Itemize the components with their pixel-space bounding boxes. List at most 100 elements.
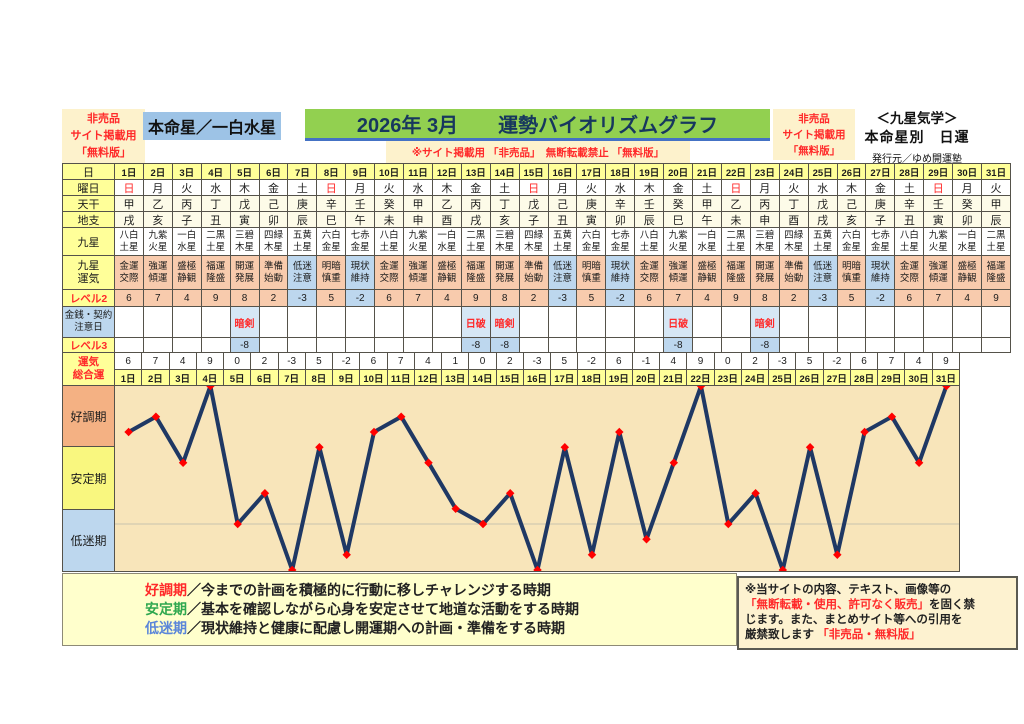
level2-cell: -3 [808, 290, 838, 307]
chuui-cell [115, 307, 144, 338]
level2-cell: -2 [866, 290, 896, 307]
chart-day-header: 29日 [878, 370, 906, 386]
kyusei-cell: 五黄 土星 [808, 228, 838, 256]
data-point-marker [178, 457, 188, 467]
title-main: 運勢バイオリズムグラフ [498, 115, 719, 137]
weekday-cell: 日 [721, 180, 751, 196]
tenkan-cell: 己 [259, 196, 289, 212]
level3-cell: -8 [230, 338, 260, 353]
chart-day-header: 10日 [360, 370, 388, 386]
data-point-marker [587, 549, 597, 559]
day-header: 5日 [230, 163, 260, 180]
chishi-cell: 辰 [982, 212, 1011, 228]
level2-cell: 4 [172, 290, 202, 307]
total-cell: 2 [251, 353, 279, 370]
chuui-cell [548, 307, 578, 338]
day-header: 10日 [375, 163, 405, 180]
school-name: ＜九星気学＞ [876, 111, 958, 126]
data-point-marker [833, 549, 842, 559]
unki-cell: 福運 隆盛 [201, 256, 231, 290]
tenkan-cell: 甲 [693, 196, 722, 212]
total-cell: 6 [850, 353, 879, 370]
copyright-notice-box: ※当サイトの内容、テキスト、画像等の 「無断転載・使用、許可なく販売」を固く禁 … [737, 576, 1018, 650]
day-header: 28日 [895, 163, 925, 180]
unki-cell: 金運 交際 [635, 256, 665, 290]
left-notice-box: 非売品 サイト掲載用 「無料版」 [62, 109, 145, 163]
unki-cell: 強運 傾運 [924, 256, 954, 290]
tenkan-cell: 乙 [143, 196, 173, 212]
day-header: 7日 [288, 163, 318, 180]
chuui-cell [143, 307, 173, 338]
total-cell: -1 [632, 353, 661, 370]
level2-cell: -2 [346, 290, 376, 307]
kyusei-cell: 一白 水星 [432, 228, 462, 256]
total-cell: 4 [169, 353, 197, 370]
tenkan-cell: 甲 [115, 196, 144, 212]
chart-day-header: 30日 [905, 370, 933, 386]
unki-cell: 福運 隆盛 [982, 256, 1011, 290]
tenkan-cell: 癸 [953, 196, 983, 212]
level3-cell [779, 338, 809, 353]
weekday-cell: 水 [606, 180, 636, 196]
data-point-marker [260, 488, 270, 498]
level2-cell: 8 [230, 290, 260, 307]
chuui-cell [606, 307, 636, 338]
level3-cell [143, 338, 173, 353]
chishi-cell: 子 [172, 212, 202, 228]
unki-cell: 低迷 注意 [808, 256, 838, 290]
day-header: 16日 [548, 163, 578, 180]
day-header: 26日 [837, 163, 867, 180]
day-header: 17日 [577, 163, 607, 180]
chishi-cell: 亥 [490, 212, 520, 228]
data-point-marker [451, 503, 460, 513]
unki-cell: 現状 維持 [866, 256, 896, 290]
chuui-cell [519, 307, 549, 338]
weekday-cell: 月 [548, 180, 578, 196]
tenkan-cell: 癸 [664, 196, 694, 212]
kyusei-cell: 二黒 土星 [201, 228, 231, 256]
level3-cell [693, 338, 722, 353]
total-cell: 0 [714, 353, 742, 370]
day-header: 8日 [317, 163, 347, 180]
chishi-cell: 午 [693, 212, 722, 228]
chart-day-header: 18日 [578, 370, 606, 386]
tenkan-cell: 乙 [721, 196, 751, 212]
left-notice-line2: サイト掲載用 [70, 130, 137, 142]
day-header: 23日 [750, 163, 780, 180]
data-point-marker [560, 442, 570, 452]
chart-day-header: 23日 [714, 370, 742, 386]
data-point-marker [615, 427, 624, 436]
weekday-cell: 日 [115, 180, 144, 196]
data-point-marker [805, 442, 815, 452]
total-cell: 5 [796, 353, 824, 370]
level2-cell: 8 [750, 290, 780, 307]
weekday-cell: 金 [259, 180, 289, 196]
right-notice-line1: 非売品 [798, 113, 830, 125]
band-label: 低迷期 [62, 510, 115, 572]
row-label-chishi: 地支 [62, 212, 115, 228]
unki-cell: 盛極 静観 [172, 256, 202, 290]
chart-day-header: 1日 [115, 370, 143, 386]
day-header: 22日 [721, 163, 751, 180]
level2-cell: 9 [201, 290, 231, 307]
unki-cell: 開運 発展 [230, 256, 260, 290]
level3-cell [404, 338, 433, 353]
level3-cell: -8 [664, 338, 694, 353]
level3-cell [635, 338, 665, 353]
right-notice-line2: サイト掲載用 [782, 129, 846, 141]
legend-box: 好調期／今までの計画を積極的に行動に移しチャレンジする時期 安定期／基本を確認し… [62, 573, 737, 646]
tenkan-cell: 戊 [519, 196, 549, 212]
kyusei-cell: 四緑 木星 [259, 228, 289, 256]
total-cell: 0 [224, 353, 252, 370]
chishi-cell: 酉 [432, 212, 462, 228]
tenkan-cell: 丙 [750, 196, 780, 212]
chuui-cell [288, 307, 318, 338]
weekday-cell: 火 [577, 180, 607, 196]
chuui-cell [866, 307, 896, 338]
total-cell: -2 [333, 353, 361, 370]
tenkan-cell: 辛 [317, 196, 347, 212]
right-notice-box: 非売品 サイト掲載用 「無料版」 [773, 109, 855, 160]
biorhythm-line [126, 386, 949, 571]
chuui-cell [982, 307, 1011, 338]
kyusei-cell: 八白 土星 [115, 228, 144, 256]
